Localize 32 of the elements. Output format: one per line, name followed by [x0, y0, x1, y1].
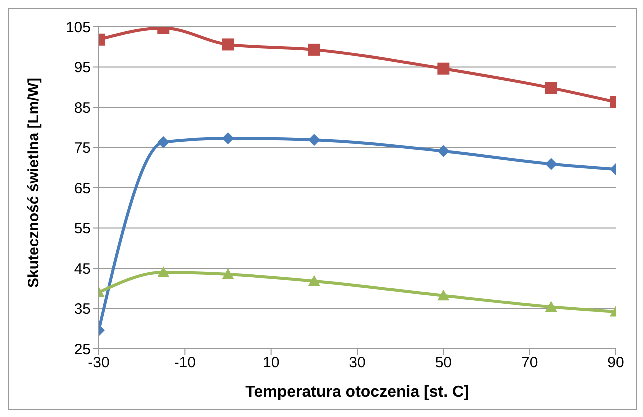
- point: [545, 301, 558, 312]
- point: [158, 136, 170, 149]
- x-tick-label: -10: [174, 354, 196, 372]
- x-tick-label: 70: [521, 354, 538, 372]
- point: [222, 132, 234, 144]
- point: [545, 158, 558, 170]
- x-tick-label: 10: [262, 354, 280, 372]
- y-axis-title: Skuteczność świetlna [Lm/W]: [25, 78, 42, 288]
- point: [545, 82, 558, 94]
- y-tick-label: 75: [74, 140, 91, 158]
- x-axis-title: Temperatura otoczenia [st. C]: [246, 384, 470, 401]
- point: [438, 145, 450, 158]
- y-tick-label: 65: [74, 180, 91, 198]
- point: [158, 266, 170, 278]
- point: [222, 268, 234, 280]
- x-tick-label: -30: [88, 354, 110, 372]
- x-tick-label: 90: [608, 354, 624, 372]
- y-tick-label: 95: [74, 60, 91, 77]
- y-tick-label: 35: [74, 301, 91, 318]
- point: [308, 275, 320, 286]
- point: [438, 62, 450, 75]
- y-tick-label: 45: [74, 260, 91, 278]
- y-tick-label: 105: [66, 19, 91, 36]
- point: [308, 134, 320, 146]
- x-tick-label: 30: [349, 354, 366, 372]
- point: [308, 44, 320, 56]
- point: [222, 38, 234, 51]
- point: [438, 290, 450, 301]
- y-tick-label: 85: [74, 100, 91, 117]
- y-tick-label: 25: [74, 341, 91, 358]
- y-tick-label: 55: [74, 220, 91, 238]
- x-tick-label: 50: [435, 354, 452, 372]
